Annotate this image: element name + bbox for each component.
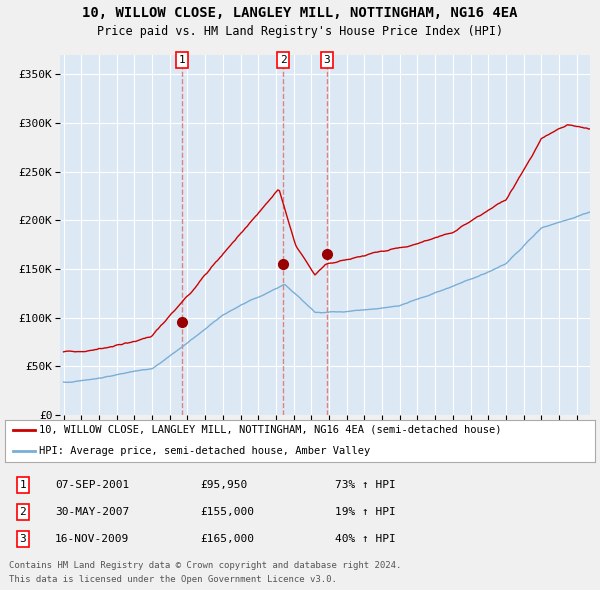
- Text: Contains HM Land Registry data © Crown copyright and database right 2024.: Contains HM Land Registry data © Crown c…: [9, 562, 401, 571]
- Text: 40% ↑ HPI: 40% ↑ HPI: [335, 534, 396, 544]
- Text: 2: 2: [280, 55, 287, 65]
- Text: 30-MAY-2007: 30-MAY-2007: [55, 507, 129, 517]
- Text: 10, WILLOW CLOSE, LANGLEY MILL, NOTTINGHAM, NG16 4EA: 10, WILLOW CLOSE, LANGLEY MILL, NOTTINGH…: [82, 6, 518, 20]
- Text: 10, WILLOW CLOSE, LANGLEY MILL, NOTTINGHAM, NG16 4EA (semi-detached house): 10, WILLOW CLOSE, LANGLEY MILL, NOTTINGH…: [39, 425, 502, 435]
- Text: Price paid vs. HM Land Registry's House Price Index (HPI): Price paid vs. HM Land Registry's House …: [97, 25, 503, 38]
- Text: 2: 2: [20, 507, 26, 517]
- Text: 19% ↑ HPI: 19% ↑ HPI: [335, 507, 396, 517]
- Text: £155,000: £155,000: [200, 507, 254, 517]
- Text: 07-SEP-2001: 07-SEP-2001: [55, 480, 129, 490]
- Text: HPI: Average price, semi-detached house, Amber Valley: HPI: Average price, semi-detached house,…: [39, 446, 370, 456]
- Text: £165,000: £165,000: [200, 534, 254, 544]
- Text: 3: 3: [20, 534, 26, 544]
- Text: This data is licensed under the Open Government Licence v3.0.: This data is licensed under the Open Gov…: [9, 575, 337, 584]
- Text: £95,950: £95,950: [200, 480, 247, 490]
- Text: 1: 1: [179, 55, 185, 65]
- Text: 73% ↑ HPI: 73% ↑ HPI: [335, 480, 396, 490]
- Text: 1: 1: [20, 480, 26, 490]
- Text: 16-NOV-2009: 16-NOV-2009: [55, 534, 129, 544]
- Text: 3: 3: [323, 55, 330, 65]
